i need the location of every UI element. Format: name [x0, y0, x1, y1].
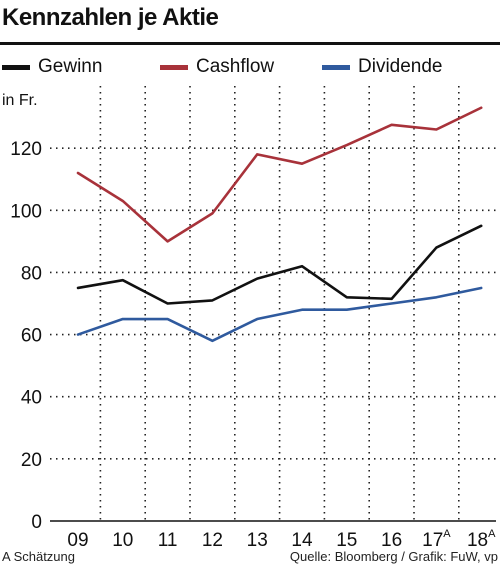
x-tick-label-14: 14	[291, 530, 313, 551]
y-tick-label-120: 120	[10, 139, 42, 160]
legend-label-dividende: Dividende	[358, 56, 443, 77]
legend-item-cashflow: Cashflow	[160, 56, 274, 78]
x-tick-label-11: 11	[158, 530, 178, 551]
legend-label-gewinn: Gewinn	[38, 56, 103, 77]
legend: Gewinn Cashflow Dividende	[0, 56, 500, 82]
x-tick-label-09: 09	[67, 530, 88, 551]
source-note: Quelle: Bloomberg / Grafik: FuW, vp	[289, 549, 498, 564]
y-tick-label-80: 80	[21, 263, 42, 284]
x-tick-label-12: 12	[202, 530, 223, 551]
x-tick-label-13: 13	[247, 530, 268, 551]
legend-swatch-dividende	[322, 64, 350, 70]
y-tick-label-100: 100	[10, 201, 42, 222]
footnote: A Schätzung	[2, 549, 75, 564]
x-tick-label-10: 10	[112, 530, 133, 551]
legend-swatch-cashflow	[160, 64, 188, 70]
x-tick-label-16: 16	[381, 530, 402, 551]
y-tick-label-40: 40	[21, 388, 42, 409]
unit-label: in Fr.	[2, 92, 38, 109]
legend-item-gewinn: Gewinn	[2, 56, 102, 78]
title-rule	[0, 42, 500, 45]
y-tick-label-0: 0	[31, 512, 42, 533]
y-tick-label-60: 60	[21, 326, 42, 347]
chart-title: Kennzahlen je Aktie	[2, 4, 219, 31]
x-tick-label-15: 15	[336, 530, 357, 551]
x-tick-label-17: 17A	[422, 528, 451, 551]
legend-swatch-gewinn	[2, 64, 30, 70]
series-line-gewinn	[76, 224, 483, 305]
legend-item-dividende: Dividende	[322, 56, 443, 78]
y-tick-label-20: 20	[21, 450, 42, 471]
x-tick-label-18: 18A	[467, 528, 496, 551]
series-line-cashflow	[76, 106, 483, 243]
legend-label-cashflow: Cashflow	[196, 56, 275, 77]
series-line-dividende	[76, 286, 483, 343]
